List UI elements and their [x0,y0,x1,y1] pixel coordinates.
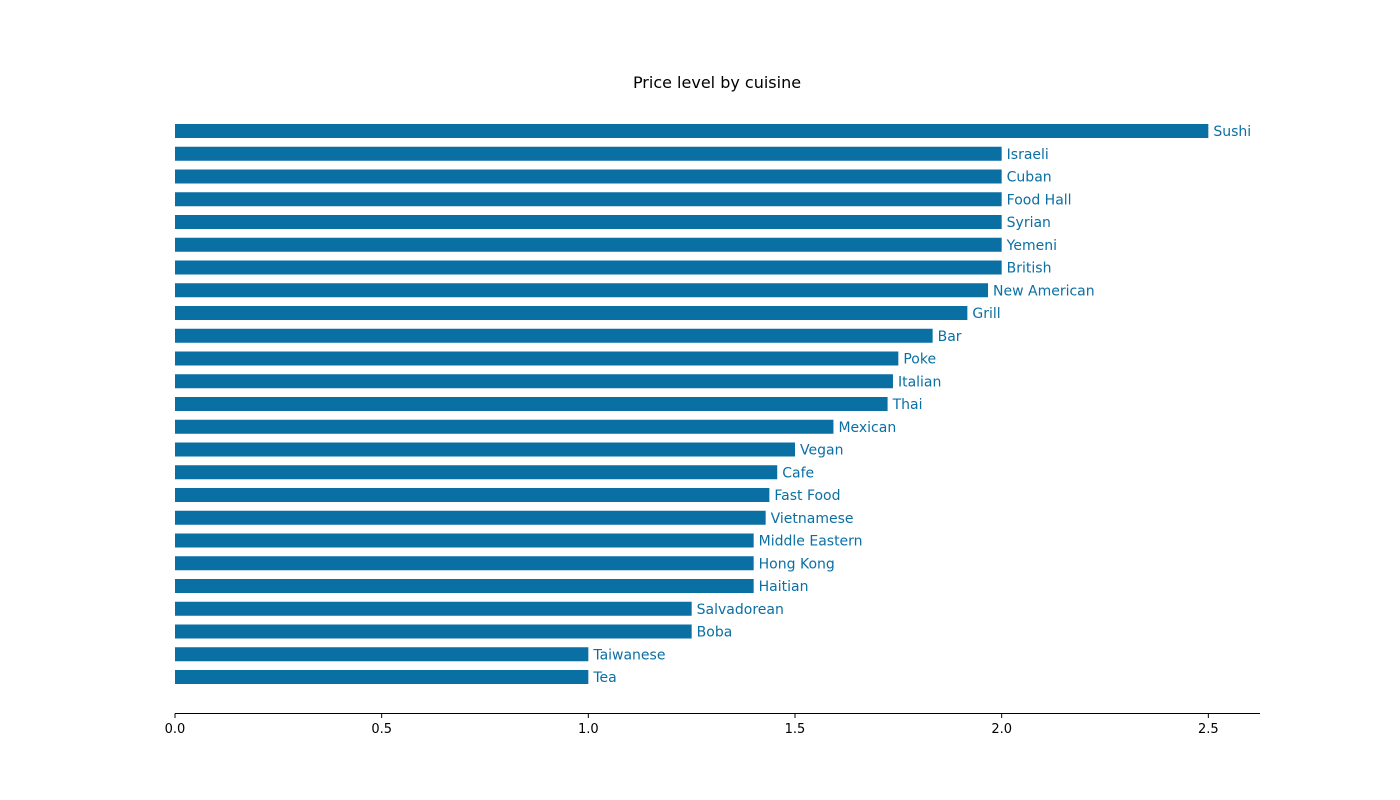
bar-label-poke: Poke [903,352,936,368]
bar-label-taiwanese: Taiwanese [592,647,665,663]
x-axis-ticks: 0.0 0.5 1.0 1.5 2.0 2.5 [165,713,1219,737]
bar-bar [175,328,933,343]
bar-label-grill: Grill [972,306,1000,322]
x-tick-label: 0.0 [165,722,186,737]
bar-tea [175,670,589,684]
x-tick-label: 2.5 [1198,722,1219,737]
bar-label-middle-eastern: Middle Eastern [759,534,863,550]
bar-cuban [175,169,1002,184]
bar-hong-kong [175,556,754,571]
bars-group [175,124,1209,684]
bar-label-vegan: Vegan [800,443,843,459]
bar-salvadorean [175,601,692,616]
bar-label-boba: Boba [697,625,733,641]
bar-label-hong-kong: Hong Kong [759,556,835,572]
x-tick-label: 2.0 [991,722,1012,737]
bar-label-bar: Bar [938,329,962,345]
bar-cafe [175,465,778,480]
bar-vietnamese [175,510,766,525]
bar-vegan [175,442,795,457]
bar-boba [175,624,692,639]
bar-grill [175,306,968,320]
bar-new-american [175,283,989,298]
bar-haitian [175,579,754,593]
bar-taiwanese [175,647,589,662]
bar-label-food-hall: Food Hall [1007,192,1072,208]
bar-middle-eastern [175,533,754,548]
bar-israeli [175,146,1002,161]
bar-fast-food [175,488,770,502]
bar-label-salvadorean: Salvadorean [697,602,784,618]
bar-label-tea: Tea [592,670,616,686]
bar-sushi [175,124,1209,138]
bar-label-mexican: Mexican [838,420,896,436]
x-tick-label: 0.5 [371,722,392,737]
bar-british [175,260,1002,275]
bar-label-vietnamese: Vietnamese [771,511,854,527]
bar-label-yemeni: Yemeni [1006,238,1057,254]
bar-label-italian: Italian [898,374,941,390]
bar-syrian [175,215,1002,229]
bar-yemeni [175,237,1002,252]
bar-italian [175,374,893,389]
bar-label-syrian: Syrian [1007,215,1051,231]
x-tick-label: 1.0 [578,722,599,737]
bar-label-sushi: Sushi [1213,124,1251,140]
bar-label-cuban: Cuban [1007,170,1052,186]
bar-label-haitian: Haitian [759,579,809,595]
bar-label-british: British [1007,261,1052,277]
bar-thai [175,397,888,411]
bar-poke [175,351,899,366]
bar-label-israeli: Israeli [1007,147,1049,163]
bar-label-new-american: New American [993,283,1095,299]
bar-label-thai: Thai [892,397,923,413]
bar-mexican [175,419,834,434]
bar-label-cafe: Cafe [782,465,814,481]
bar-label-fast-food: Fast Food [774,488,840,504]
bar-labels-group: Sushi Israeli Cuban Food Hall Syrian Yemeni Br… [592,124,1251,686]
chart-title: Price level by cuisine [633,73,801,92]
x-tick-label: 1.5 [785,722,806,737]
bar-food-hall [175,192,1002,207]
